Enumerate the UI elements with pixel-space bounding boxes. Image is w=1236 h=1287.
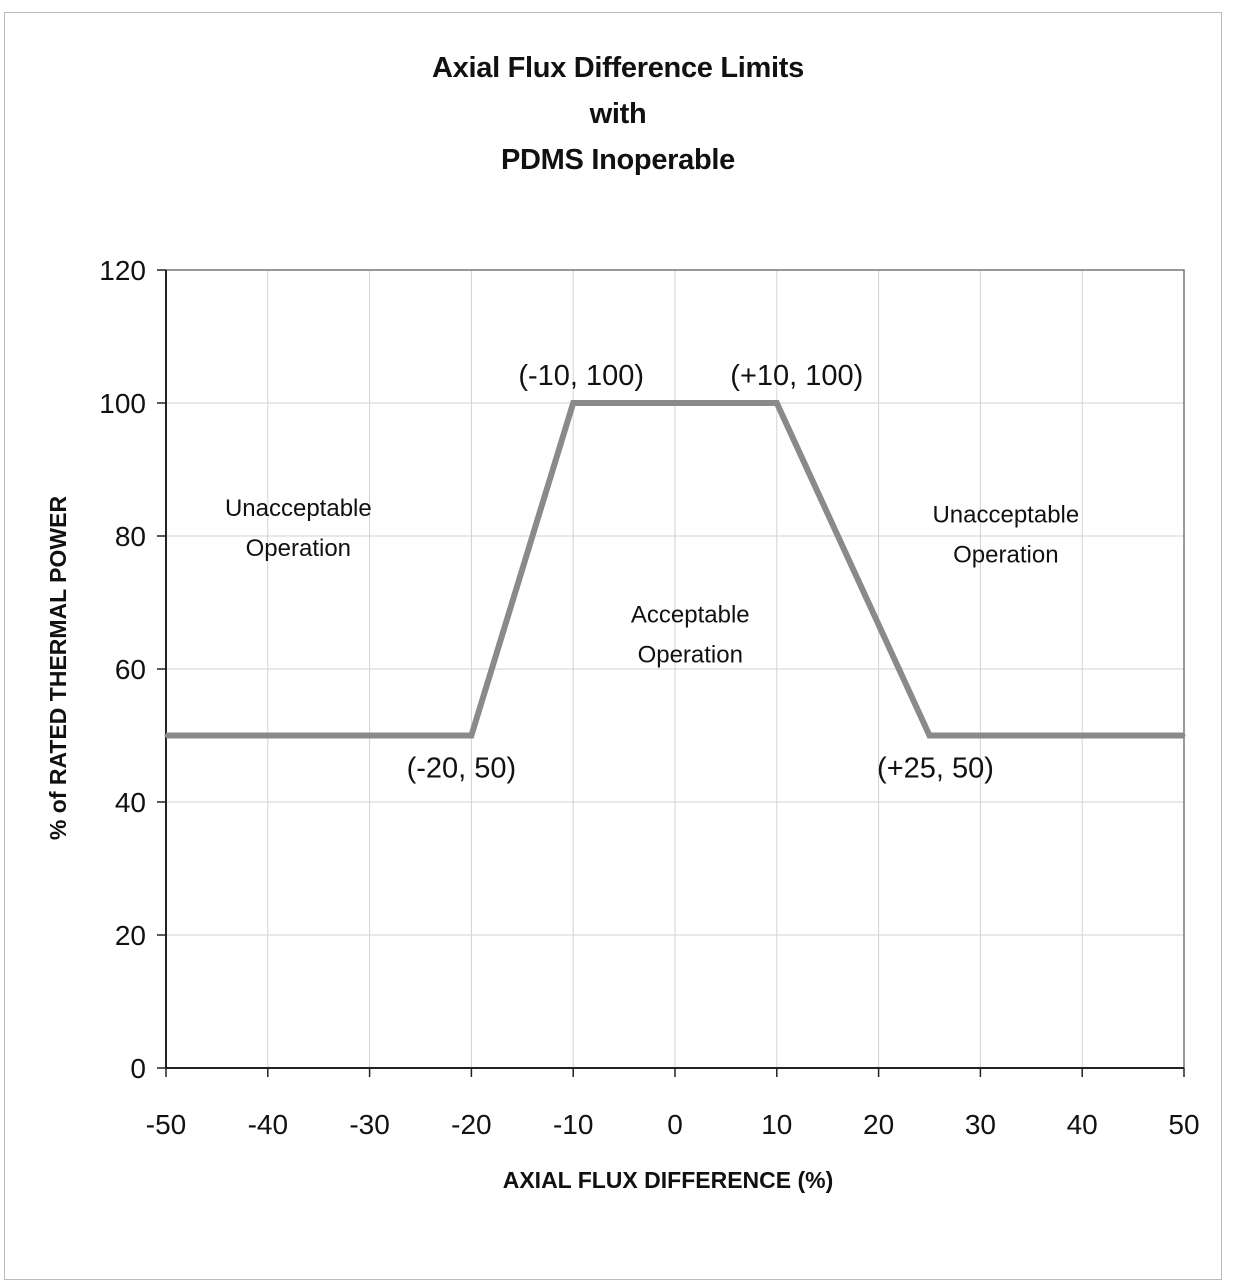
point-label: (-20, 50) [407, 753, 517, 785]
region-annotation: Operation [638, 641, 743, 668]
x-tick-label: -40 [248, 1109, 288, 1140]
chart-title-line-3: PDMS Inoperable [501, 144, 735, 176]
x-tick-label: 10 [761, 1109, 792, 1140]
x-tick-label: 40 [1067, 1109, 1098, 1140]
y-tick-label: 80 [115, 521, 146, 552]
region-annotation: Operation [246, 535, 351, 562]
x-tick-label: 30 [965, 1109, 996, 1140]
y-axis-title: % of RATED THERMAL POWER [45, 496, 71, 841]
x-tick-label: -20 [451, 1109, 491, 1140]
region-annotation: Operation [953, 542, 1058, 569]
limit-line [166, 400, 1184, 739]
chart-title-line-2: with [589, 98, 647, 130]
point-label: (+10, 100) [730, 360, 863, 392]
x-tick-label: 0 [667, 1109, 683, 1140]
data-point [164, 734, 168, 737]
region-annotation: Unacceptable [932, 502, 1079, 529]
x-tick-label: -50 [146, 1109, 186, 1140]
y-tick-label: 100 [99, 388, 146, 419]
axes [157, 269, 1185, 1077]
y-tick-label: 20 [115, 920, 146, 951]
y-tick-label: 40 [115, 787, 146, 818]
y-tick-label: 120 [99, 255, 146, 286]
data-point [1182, 734, 1186, 737]
x-tick-label: -30 [349, 1109, 389, 1140]
y-tick-label: 0 [130, 1053, 146, 1084]
x-tick-label: 20 [863, 1109, 894, 1140]
chart-labels: -50 -40 -30 -20 -10 0 10 20 30 40 50 0 20 40 60 80 100 12… [99, 255, 1199, 1140]
data-point [571, 401, 575, 405]
chart-title-line-1: Axial Flux Difference Limits [432, 52, 804, 84]
y-tick-label: 60 [115, 654, 146, 685]
data-point [928, 734, 931, 737]
region-annotation: Unacceptable [225, 495, 372, 522]
region-annotation: Acceptable [631, 601, 750, 628]
x-tick-label: 50 [1168, 1109, 1199, 1140]
point-label: (-10, 100) [518, 360, 644, 392]
x-tick-label: -10 [553, 1109, 593, 1140]
chart-frame [4, 12, 1222, 1280]
x-axis-title: AXIAL FLUX DIFFERENCE (%) [503, 1167, 834, 1193]
data-point [469, 734, 473, 737]
grid-lines [165, 269, 1185, 1069]
point-label: (+25, 50) [877, 753, 994, 785]
series-limit-line [164, 400, 1186, 739]
data-point [775, 401, 779, 405]
